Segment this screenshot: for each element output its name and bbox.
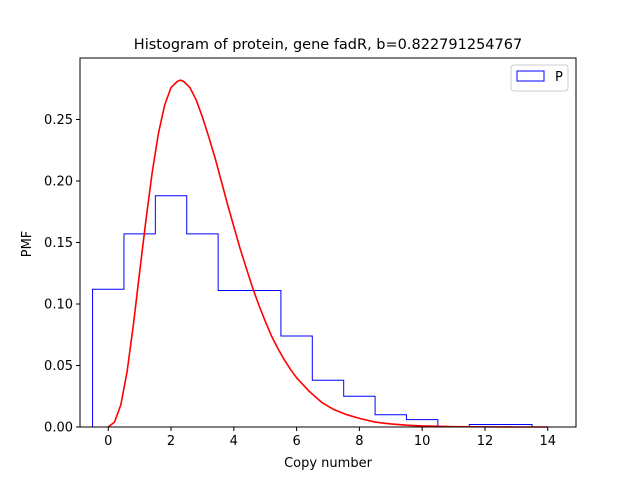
y-tick-label: 0.20 <box>44 175 73 190</box>
y-tick-label: 0.15 <box>44 236 73 251</box>
y-tick-label: 0.10 <box>44 298 73 313</box>
y-tick-label: 0.05 <box>44 359 73 374</box>
x-tick-label: 14 <box>539 434 556 449</box>
histogram-outline <box>92 195 564 428</box>
chart-title: Histogram of protein, gene fadR, b=0.822… <box>134 37 522 53</box>
x-tick-label: 10 <box>414 434 431 449</box>
y-axis-label: PMF <box>20 231 35 258</box>
x-tick-label: 2 <box>167 434 175 449</box>
axes-frame <box>79 57 577 428</box>
x-axis-ticks: 0 2 4 6 8 10 12 14 <box>104 427 556 449</box>
fit-curve-line <box>107 79 548 428</box>
fit-curve <box>107 79 548 428</box>
y-axis-ticks: 0.00 0.05 0.10 0.15 0.20 0.25 <box>44 113 80 436</box>
legend: P <box>510 64 569 92</box>
x-tick-label: 12 <box>477 434 494 449</box>
histogram-series-p <box>92 195 564 428</box>
legend-label-p: P <box>555 70 563 85</box>
x-tick-label: 8 <box>355 434 363 449</box>
y-tick-label: 0.25 <box>44 113 73 128</box>
x-axis-label: Copy number <box>284 456 373 471</box>
legend-swatch-p <box>516 70 545 82</box>
x-tick-label: 4 <box>230 434 238 449</box>
x-tick-label: 0 <box>104 434 112 449</box>
y-tick-label: 0.00 <box>44 421 73 436</box>
x-tick-label: 6 <box>292 434 300 449</box>
